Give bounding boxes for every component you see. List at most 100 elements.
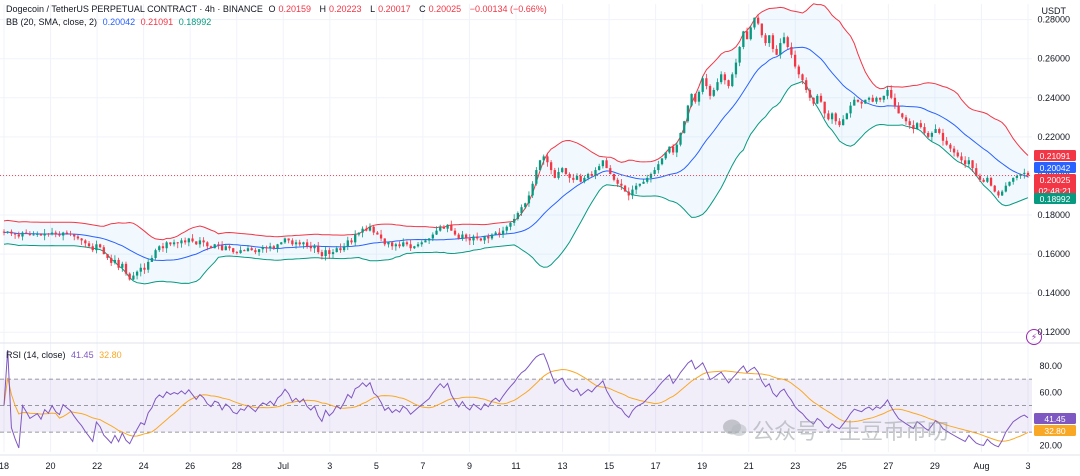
lightning-icon[interactable]: ⚡ (1026, 329, 1042, 345)
candle-body[interactable] (742, 31, 745, 47)
candle-body[interactable] (590, 173, 593, 176)
candle-body[interactable] (62, 232, 65, 236)
candle-body[interactable] (239, 250, 242, 254)
candle-body[interactable] (154, 250, 157, 258)
candle-body[interactable] (324, 250, 327, 257)
candle-body[interactable] (686, 105, 690, 122)
candle-body[interactable] (206, 242, 209, 247)
candle-body[interactable] (760, 23, 763, 36)
candle-body[interactable] (875, 97, 878, 102)
candle-body[interactable] (901, 113, 904, 118)
candle-body[interactable] (424, 240, 427, 243)
candle-body[interactable] (224, 246, 227, 251)
candle-body[interactable] (183, 240, 187, 243)
candle-body[interactable] (435, 230, 438, 235)
candle-body[interactable] (379, 234, 383, 239)
candle-body[interactable] (657, 164, 660, 171)
candle-body[interactable] (372, 226, 375, 233)
candle-body[interactable] (261, 247, 264, 250)
candle-body[interactable] (431, 234, 434, 239)
candle-body[interactable] (605, 160, 608, 169)
candle-body[interactable] (908, 121, 911, 126)
candle-body[interactable] (513, 218, 516, 223)
candle-body[interactable] (50, 232, 54, 235)
candle-body[interactable] (882, 95, 885, 100)
candle-body[interactable] (405, 242, 409, 245)
candle-body[interactable] (941, 132, 945, 141)
candle-body[interactable] (834, 113, 837, 122)
candle-body[interactable] (893, 97, 897, 106)
candle-body[interactable] (17, 234, 20, 237)
candle-body[interactable] (98, 244, 102, 248)
candle-body[interactable] (572, 177, 575, 180)
candle-body[interactable] (25, 232, 28, 234)
candle-body[interactable] (2, 231, 6, 233)
bb-lower-line[interactable] (3, 80, 1029, 285)
candle-body[interactable] (731, 74, 734, 87)
candle-body[interactable] (195, 241, 198, 245)
candle-body[interactable] (634, 185, 638, 190)
candle-body[interactable] (1026, 172, 1030, 176)
candle-body[interactable] (483, 236, 486, 241)
candle-body[interactable] (243, 250, 246, 252)
candle-body[interactable] (845, 113, 849, 120)
candle-body[interactable] (472, 236, 475, 241)
candle-body[interactable] (701, 78, 704, 92)
candle-body[interactable] (886, 89, 889, 96)
candle-body[interactable] (856, 99, 860, 102)
candle-body[interactable] (110, 257, 113, 263)
candle-body[interactable] (527, 195, 531, 204)
candle-body[interactable] (1019, 173, 1022, 176)
candle-body[interactable] (439, 226, 442, 231)
candle-body[interactable] (934, 129, 937, 133)
candle-body[interactable] (376, 232, 379, 235)
candle-body[interactable] (938, 129, 941, 133)
candle-body[interactable] (819, 95, 823, 102)
candle-body[interactable] (904, 117, 908, 122)
candle-body[interactable] (54, 232, 57, 235)
candle-body[interactable] (102, 247, 105, 255)
candle-body[interactable] (161, 246, 165, 249)
candle-body[interactable] (494, 232, 497, 235)
candle-body[interactable] (557, 172, 560, 178)
candle-body[interactable] (342, 246, 346, 251)
candle-body[interactable] (697, 91, 701, 102)
candle-body[interactable] (745, 31, 749, 40)
candle-body[interactable] (383, 238, 386, 245)
candle-body[interactable] (805, 80, 808, 90)
candle-body[interactable] (964, 160, 967, 165)
candle-body[interactable] (95, 244, 98, 251)
candle-body[interactable] (749, 27, 752, 40)
candle-body[interactable] (997, 191, 1000, 196)
candle-body[interactable] (450, 224, 453, 231)
candle-body[interactable] (21, 232, 24, 237)
candle-body[interactable] (616, 179, 619, 184)
candle-body[interactable] (782, 37, 786, 44)
candle-body[interactable] (694, 93, 697, 102)
candle-body[interactable] (564, 168, 568, 174)
candle-body[interactable] (320, 252, 324, 257)
candle-body[interactable] (32, 234, 35, 236)
candle-body[interactable] (272, 246, 276, 249)
candle-body[interactable] (124, 263, 128, 274)
rsi-legend[interactable]: RSI (14, close) 41.45 32.80 (6, 350, 125, 361)
candle-body[interactable] (413, 246, 416, 249)
candle-body[interactable] (498, 232, 501, 235)
candle-body[interactable] (712, 89, 715, 96)
candle-body[interactable] (139, 267, 142, 272)
candle-body[interactable] (978, 175, 982, 180)
candle-body[interactable] (135, 271, 139, 276)
candle-body[interactable] (594, 170, 597, 176)
candle-body[interactable] (927, 132, 930, 137)
candle-body[interactable] (646, 177, 649, 182)
candle-body[interactable] (1023, 172, 1026, 174)
candle-body[interactable] (191, 238, 194, 242)
candle-body[interactable] (187, 238, 190, 243)
candle-body[interactable] (354, 234, 357, 243)
candle-body[interactable] (180, 240, 183, 244)
candle-body[interactable] (660, 158, 664, 165)
candle-body[interactable] (786, 37, 789, 47)
candle-body[interactable] (967, 160, 970, 165)
candle-body[interactable] (43, 233, 46, 236)
